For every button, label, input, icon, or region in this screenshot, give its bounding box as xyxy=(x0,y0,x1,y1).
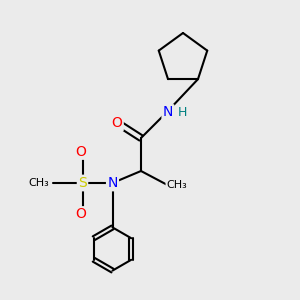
Text: CH₃: CH₃ xyxy=(167,179,188,190)
Text: N: N xyxy=(163,106,173,119)
Text: O: O xyxy=(76,208,86,221)
Text: O: O xyxy=(76,145,86,158)
Text: S: S xyxy=(78,176,87,190)
Text: H: H xyxy=(177,106,187,119)
Text: CH₃: CH₃ xyxy=(28,178,50,188)
Text: O: O xyxy=(112,116,122,130)
Text: N: N xyxy=(107,176,118,190)
